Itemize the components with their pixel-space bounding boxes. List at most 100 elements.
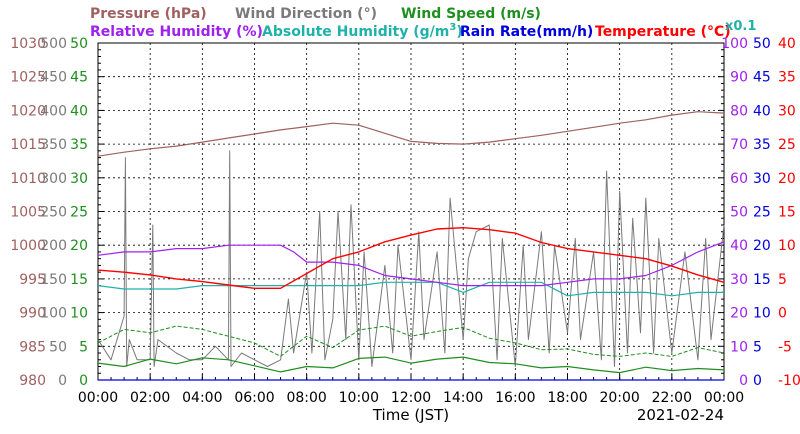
- x-tick-label: 00:00: [704, 390, 744, 406]
- x-tick-label: 04:00: [182, 390, 222, 406]
- y-tick-label-wind-speed: 0: [79, 373, 88, 389]
- x-tick-label: 00:00: [78, 390, 118, 406]
- x-tick-label: 18:00: [547, 390, 587, 406]
- x-tick-label: 22:00: [652, 390, 692, 406]
- y-tick-label-pressure: 1010: [10, 171, 46, 187]
- x-tick-label: 12:00: [391, 390, 431, 406]
- y-tick-label-wind-direction: 450: [40, 70, 67, 86]
- y-tick-label-pressure: 1030: [10, 36, 46, 52]
- chart-date: 2021-02-24: [637, 406, 724, 424]
- legend-absolute-humidity-sup: 3: [449, 22, 456, 33]
- y-tick-label-temperature: -10: [778, 373, 800, 389]
- y-tick-label-wind-direction: 100: [40, 306, 67, 322]
- y-tick-label-pressure: 990: [19, 306, 46, 322]
- y-tick-label-wind-direction: 350: [40, 137, 67, 153]
- y-tick-label-relative-humidity: 100: [721, 36, 748, 52]
- series-wind-speed-line: [97, 356, 725, 374]
- y-tick-label-rain-rate: 20: [753, 238, 771, 254]
- series-wind-gust-line: [97, 325, 725, 357]
- series-relative-humidity-line: [97, 241, 725, 287]
- y-tick-label-wind-direction: 400: [40, 103, 67, 119]
- legend-absolute-humidity-prefix: Absolute Humidity (g/m: [262, 24, 449, 40]
- series-layer: [97, 111, 725, 381]
- y-tick-label-temperature: 35: [778, 70, 796, 86]
- y-tick-label-rain-rate: 45: [753, 70, 771, 86]
- y-tick-label-pressure: 1005: [10, 205, 46, 221]
- y-tick-label-temperature: -5: [778, 339, 792, 355]
- y-tick-label-rain-rate: 0: [753, 373, 762, 389]
- y-tick-label-rain-rate: 5: [753, 339, 762, 355]
- y-tick-label-pressure: 1015: [10, 137, 46, 153]
- y-tick-label-relative-humidity: 0: [739, 373, 748, 389]
- y-tick-label-rain-rate: 40: [753, 103, 771, 119]
- y-tick-label-wind-speed: 15: [70, 272, 88, 288]
- y-tick-label-temperature: 25: [778, 137, 796, 153]
- y-tick-label-wind-direction: 150: [40, 272, 67, 288]
- legend-pressure: Pressure (hPa): [90, 6, 207, 22]
- tick-layer: [97, 42, 725, 381]
- y-tick-label-relative-humidity: 80: [730, 103, 748, 119]
- legend-wind-direction: Wind Direction (°): [235, 6, 377, 22]
- x-tick-label: 20:00: [599, 390, 639, 406]
- y-tick-label-temperature: 40: [778, 36, 796, 52]
- x-tick-label: 16:00: [495, 390, 535, 406]
- y-tick-label-temperature: 20: [778, 171, 796, 187]
- y-tick-label-wind-direction: 50: [49, 339, 67, 355]
- y-tick-label-relative-humidity: 20: [730, 306, 748, 322]
- y-tick-label-relative-humidity: 30: [730, 272, 748, 288]
- legend-rain-rate: Rain Rate(mm/h): [460, 24, 593, 40]
- y-tick-label-relative-humidity: 90: [730, 70, 748, 86]
- grid-layer: [98, 43, 724, 380]
- y-tick-label-rain-rate: 25: [753, 205, 771, 221]
- y-tick-label-wind-speed: 5: [79, 339, 88, 355]
- y-tick-label-pressure: 985: [19, 339, 46, 355]
- series-absolute-humidity-line: [97, 281, 724, 297]
- y-tick-label-temperature: 15: [778, 205, 796, 221]
- y-tick-label-wind-direction: 0: [58, 373, 67, 389]
- x-tick-label: 14:00: [443, 390, 483, 406]
- y-tick-label-relative-humidity: 10: [730, 339, 748, 355]
- y-tick-label-pressure: 980: [19, 373, 46, 389]
- y-tick-label-rain-rate: 15: [753, 272, 771, 288]
- y-tick-label-temperature: 5: [778, 272, 787, 288]
- x-axis-title: Time (JST): [372, 406, 449, 424]
- y-tick-label-temperature: 0: [778, 306, 787, 322]
- y-tick-label-relative-humidity: 60: [730, 171, 748, 187]
- y-tick-label-wind-direction: 250: [40, 205, 67, 221]
- y-tick-label-rain-rate: 35: [753, 137, 771, 153]
- y-tick-label-relative-humidity: 50: [730, 205, 748, 221]
- scale-note: x0.1: [725, 19, 756, 34]
- legend-relative-humidity: Relative Humidity (%): [90, 24, 263, 40]
- y-tick-label-wind-speed: 35: [70, 137, 88, 153]
- y-tick-label-pressure: 995: [19, 272, 46, 288]
- x-tick-label: 08:00: [286, 390, 326, 406]
- x-tick-label: 10:00: [339, 390, 379, 406]
- y-tick-label-rain-rate: 30: [753, 171, 771, 187]
- x-tick-label: 06:00: [234, 390, 274, 406]
- y-tick-label-wind-speed: 40: [70, 103, 88, 119]
- y-tick-label-wind-speed: 25: [70, 205, 88, 221]
- y-tick-label-pressure: 1000: [10, 238, 46, 254]
- y-tick-label-rain-rate: 50: [753, 36, 771, 52]
- legend-absolute-humidity-suffix: ): [456, 24, 462, 40]
- series-temperature-line: [97, 226, 725, 289]
- legend-temperature: Temperature (°C): [595, 24, 731, 40]
- y-tick-label-wind-speed: 10: [70, 306, 88, 322]
- legend-wind-speed: Wind Speed (m/s): [401, 6, 541, 22]
- y-tick-label-wind-direction: 300: [40, 171, 67, 187]
- y-tick-label-wind-speed: 30: [70, 171, 88, 187]
- y-tick-label-wind-speed: 45: [70, 70, 88, 86]
- y-tick-label-relative-humidity: 70: [730, 137, 748, 153]
- y-tick-label-wind-direction: 500: [40, 36, 67, 52]
- y-tick-label-temperature: 30: [778, 103, 796, 119]
- y-tick-label-relative-humidity: 40: [730, 238, 748, 254]
- legend-absolute-humidity: Absolute Humidity (g/m3): [262, 22, 463, 40]
- y-tick-label-wind-speed: 20: [70, 238, 88, 254]
- y-tick-label-temperature: 10: [778, 238, 796, 254]
- y-tick-label-wind-speed: 50: [70, 36, 88, 52]
- y-tick-label-pressure: 1020: [10, 103, 46, 119]
- y-tick-label-rain-rate: 10: [753, 306, 771, 322]
- y-tick-label-pressure: 1025: [10, 70, 46, 86]
